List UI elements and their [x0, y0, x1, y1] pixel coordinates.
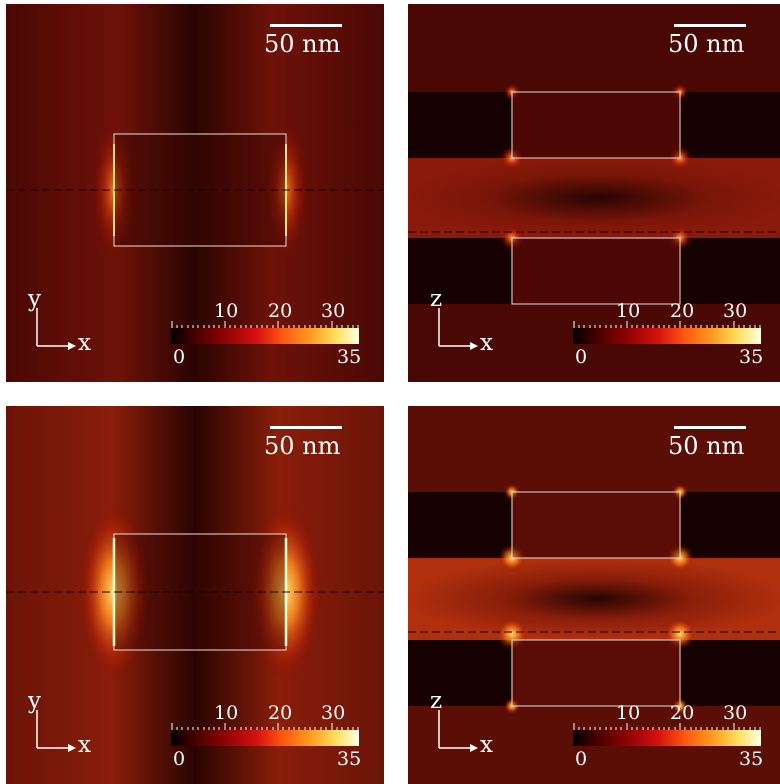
axis-arrows-icon	[36, 710, 76, 752]
colorbar-tick-20: 20	[670, 300, 695, 322]
colorbar-tick-30: 30	[321, 300, 346, 322]
colorbar: 10 20 30 0 35	[171, 704, 371, 780]
colorbar: 10 20 30 0 35	[573, 704, 773, 780]
colorbar-gradient	[171, 328, 359, 344]
colorbar-min: 0	[173, 748, 186, 770]
field-map-xz-top	[408, 4, 780, 382]
scale-bar	[674, 426, 746, 429]
axis-label-vertical: y	[28, 286, 41, 312]
colorbar-tick-10: 10	[616, 702, 641, 724]
axis-arrows-icon	[438, 710, 478, 752]
scale-bar-label: 50 nm	[668, 30, 745, 58]
colorbar-max: 35	[337, 748, 362, 770]
axis-indicator: z x	[430, 690, 500, 770]
colorbar-tick-30: 30	[321, 702, 346, 724]
colorbar-minor-ticks	[171, 321, 359, 329]
colorbar-min: 0	[575, 748, 588, 770]
field-map-panel-bottom-left: 50 nm y x 10 20 30 0 35	[6, 406, 384, 784]
colorbar-tick-20: 20	[670, 702, 695, 724]
colorbar-min: 0	[173, 346, 186, 368]
axis-arrows-icon	[438, 308, 478, 350]
colorbar-tick-20: 20	[268, 300, 293, 322]
colorbar-gradient	[573, 730, 761, 746]
axis-label-horizontal: x	[78, 732, 91, 758]
colorbar-min: 0	[575, 346, 588, 368]
colorbar-minor-ticks	[573, 723, 761, 731]
colorbar-tick-30: 30	[723, 702, 748, 724]
colorbar-tick-10: 10	[214, 702, 239, 724]
field-map-panel-top-right: 50 nm z x 10 20 30 0 35	[408, 4, 780, 382]
colorbar-gradient	[171, 730, 359, 746]
colorbar: 10 20 30 0 35	[573, 302, 773, 378]
colorbar: 10 20 30 0 35	[171, 302, 371, 378]
scale-bar	[674, 24, 746, 27]
colorbar-tick-10: 10	[616, 300, 641, 322]
field-map-xz-bottom	[408, 406, 780, 784]
axis-label-horizontal: x	[480, 330, 493, 356]
axis-indicator: z x	[430, 288, 500, 368]
colorbar-tick-10: 10	[214, 300, 239, 322]
axis-indicator: y x	[28, 288, 98, 368]
axis-label-vertical: z	[430, 286, 443, 312]
colorbar-tick-20: 20	[268, 702, 293, 724]
field-map-panel-top-left: 50 nm y x 10 20 30 0 35	[6, 4, 384, 382]
colorbar-tick-30: 30	[723, 300, 748, 322]
colorbar-max: 35	[337, 346, 362, 368]
colorbar-max: 35	[739, 346, 764, 368]
axis-label-vertical: z	[430, 688, 443, 714]
colorbar-max: 35	[739, 748, 764, 770]
axis-indicator: y x	[28, 690, 98, 770]
field-map-panel-bottom-right: 50 nm z x 10 20 30 0 35	[408, 406, 780, 784]
field-map-xy-top	[6, 4, 384, 382]
scale-bar	[270, 426, 342, 429]
scale-bar-label: 50 nm	[264, 30, 341, 58]
field-map-xy-bottom	[6, 406, 384, 784]
axis-label-horizontal: x	[480, 732, 493, 758]
axis-label-vertical: y	[28, 688, 41, 714]
colorbar-gradient	[573, 328, 761, 344]
scale-bar-label: 50 nm	[264, 432, 341, 460]
scale-bar	[270, 24, 342, 27]
axis-label-horizontal: x	[78, 330, 91, 356]
axis-arrows-icon	[36, 308, 76, 350]
scale-bar-label: 50 nm	[668, 432, 745, 460]
